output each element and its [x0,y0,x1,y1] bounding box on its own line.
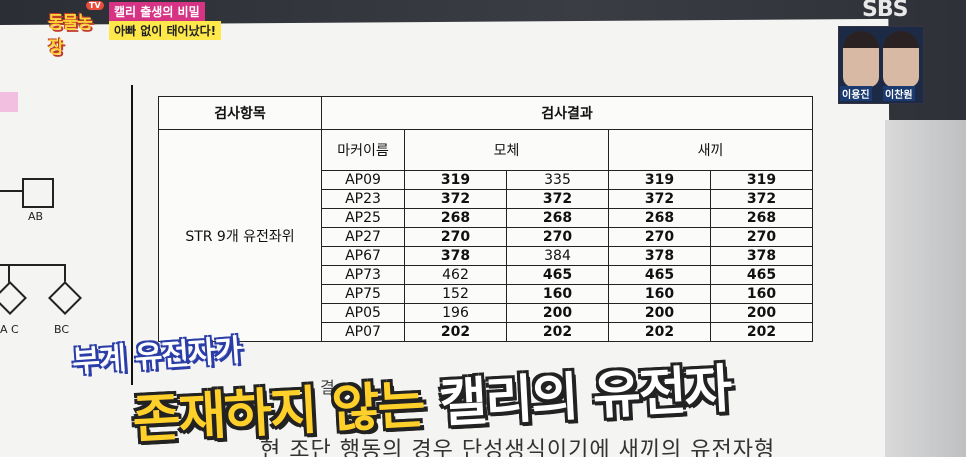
pedigree-line [64,264,66,286]
baby-allele-2: 465 [710,265,813,285]
mother-allele-2: 384 [506,246,609,266]
baby-allele-1: 270 [608,227,711,247]
mother-header: 모체 [404,129,609,171]
header-test-result: 검사결과 [321,96,813,130]
baby-allele-1: 465 [608,265,711,285]
broadcaster-logo: SBS [862,0,908,22]
marker-cell: AP73 [321,265,405,285]
table-row: AP67 378 384 378 378 [159,246,813,266]
pedigree-line [0,190,22,192]
marker-cell: AP07 [321,322,405,342]
baby-allele-1: 200 [608,303,711,323]
header-test-item: 검사항목 [158,96,322,130]
headline-secondary: 아빠 없이 태어났다! [109,21,222,40]
mother-allele-2: 160 [506,284,609,304]
caption-line-2-yellow: 존재하지 않는 [131,375,426,451]
table-row: AP27 270 270 270 270 [159,227,813,247]
female-diamond-icon [0,281,27,315]
mother-allele-2: 465 [506,265,609,285]
baby-allele-1: 372 [608,189,711,209]
program-logo: 동물농장 TV [48,1,106,58]
baby-allele-1: 202 [608,322,711,342]
picture-in-picture: 이용진 이찬원 [838,26,924,104]
mother-allele-2: 372 [506,189,609,209]
baby-allele-2: 160 [710,284,813,304]
marker-cell: AP05 [321,303,405,323]
mother-allele-1: 268 [404,208,507,228]
baby-allele-1: 268 [608,208,711,228]
baby-allele-2: 372 [710,189,813,209]
pink-highlight [0,92,18,112]
document-edge [885,120,966,457]
pedigree-label-right: BC [54,323,70,336]
mother-allele-1: 319 [404,170,507,190]
male-square-icon [22,178,54,208]
caption-line-2-white: 캘리의 유전자 [437,359,732,435]
document-bottom-text: 현 조단 행동의 경우 단성생식이기에 새끼의 유전자형 [260,438,776,457]
marker-cell: AP67 [321,246,405,266]
mother-allele-1: 270 [404,227,507,247]
baby-allele-2: 319 [710,170,813,190]
baby-allele-1: 319 [608,170,711,190]
headline-primary: 캘리 출생의 비밀 [109,2,205,21]
baby-allele-1: 378 [608,246,711,266]
marker-name-header: 마커이름 [321,129,405,171]
table-row: AP07 202 202 202 202 [159,322,813,342]
baby-allele-2: 378 [710,246,813,266]
marker-cell: AP27 [321,227,405,247]
pip-name-left: 이용진 [840,86,872,101]
pedigree-label-left: A C [0,323,19,336]
female-diamond-icon [48,281,82,315]
table-row: AP05 196 200 200 200 [159,303,813,323]
host-face-right [883,31,919,87]
baby-allele-2: 268 [710,208,813,228]
host-face-left [843,31,879,87]
mother-allele-2: 270 [506,227,609,247]
program-logo-tv: TV [86,1,104,10]
baby-header: 새끼 [608,129,813,171]
pedigree-diagram: AB A C BC [0,160,120,360]
mother-allele-1: 372 [404,189,507,209]
marker-cell: AP23 [321,189,405,209]
baby-allele-1: 160 [608,284,711,304]
mother-allele-1: 202 [404,322,507,342]
document-divider-line [131,85,133,385]
mother-allele-1: 196 [404,303,507,323]
document-partial-text: 결 [320,378,335,397]
marker-cell: AP75 [321,284,405,304]
mother-allele-2: 268 [506,208,609,228]
program-logo-text: 동물농장 [48,13,93,58]
pedigree-line [8,264,10,286]
mother-allele-1: 378 [404,246,507,266]
baby-allele-2: 270 [710,227,813,247]
mother-allele-2: 335 [506,170,609,190]
table-row: AP23 372 372 372 372 [159,189,813,209]
baby-allele-2: 202 [710,322,813,342]
table-row: AP25 268 268 268 268 [159,208,813,228]
pedigree-label-top: AB [28,210,44,223]
mother-allele-1: 152 [404,284,507,304]
pedigree-line [0,264,66,266]
mother-allele-1: 462 [404,265,507,285]
mother-allele-2: 202 [506,322,609,342]
test-item-label: STR 9개 유전좌위 [158,129,322,342]
str-result-table: 검사항목 검사결과 STR 9개 유전좌위 마커이름 모체 새끼 AP09 31… [158,96,813,342]
marker-cell: AP09 [321,170,405,190]
table-row: AP09 319 335 319 319 [159,170,813,190]
mother-allele-2: 200 [506,303,609,323]
pip-name-right: 이찬원 [883,86,915,101]
marker-cell: AP25 [321,208,405,228]
baby-allele-2: 200 [710,303,813,323]
